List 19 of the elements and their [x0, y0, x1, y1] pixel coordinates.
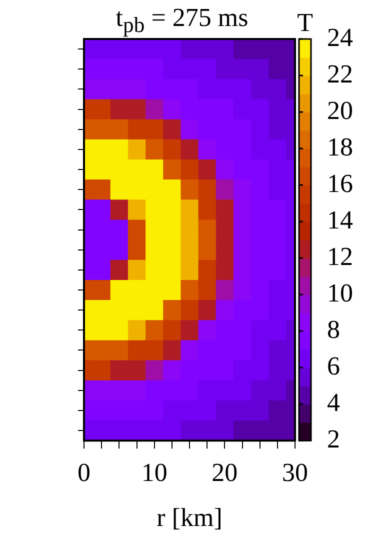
- x-tick-label: 30: [282, 458, 308, 488]
- x-tick-label: 10: [141, 458, 168, 488]
- color-bar-label: 6: [327, 351, 340, 380]
- color-bar-label: 8: [327, 314, 340, 344]
- color-bar-title: T: [297, 8, 314, 37]
- color-bar-label: 24: [327, 22, 353, 52]
- color-bar-label: 22: [327, 59, 353, 88]
- chart-title: t$_{pb}$ = 275 ms: [114, 2, 250, 40]
- x-axis-title: r [km]: [156, 503, 222, 532]
- color-bar-label: 20: [327, 96, 353, 125]
- color-bar-label: 12: [327, 242, 353, 271]
- x-tick-label: 0: [78, 458, 90, 488]
- color-bar-label: 16: [327, 168, 353, 198]
- color-bar-label: 14: [327, 205, 353, 234]
- color-bar-label: 2: [327, 424, 340, 454]
- x-tick-label: 20: [212, 458, 238, 488]
- color-bar-label: 10: [327, 278, 353, 308]
- color-bar-label: 18: [327, 132, 353, 162]
- color-bar-label: 4: [327, 388, 340, 417]
